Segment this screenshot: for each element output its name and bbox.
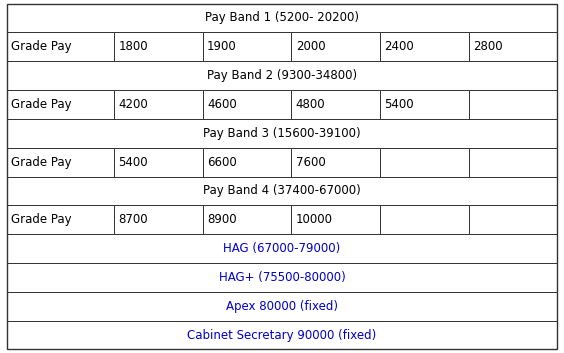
Bar [202, 205, 292, 234]
Text: 2800: 2800 [473, 40, 503, 53]
Bar [7, 90, 114, 119]
Bar [292, 148, 380, 176]
Bar [380, 90, 469, 119]
Text: Pay Band 3 (15600-39100): Pay Band 3 (15600-39100) [203, 127, 361, 140]
Bar [7, 119, 557, 148]
Bar [292, 32, 380, 61]
Bar [202, 32, 292, 61]
Bar [114, 90, 202, 119]
Bar [380, 32, 469, 61]
Bar [469, 90, 557, 119]
Bar [380, 205, 469, 234]
Text: 5400: 5400 [385, 98, 414, 111]
Text: Pay Band 4 (37400-67000): Pay Band 4 (37400-67000) [203, 184, 361, 197]
Bar [7, 4, 557, 32]
Text: 5400: 5400 [118, 156, 148, 169]
Bar [7, 148, 114, 176]
Text: 2400: 2400 [385, 40, 414, 53]
Text: HAG+ (75500-80000): HAG+ (75500-80000) [219, 271, 345, 284]
Text: HAG (67000-79000): HAG (67000-79000) [223, 242, 341, 255]
Text: 4600: 4600 [207, 98, 237, 111]
Text: 2000: 2000 [296, 40, 325, 53]
Bar [202, 90, 292, 119]
Text: Grade Pay: Grade Pay [11, 156, 72, 169]
Text: Grade Pay: Grade Pay [11, 40, 72, 53]
Bar [469, 148, 557, 176]
Text: 8900: 8900 [207, 213, 237, 226]
Text: 8700: 8700 [118, 213, 148, 226]
Text: Pay Band 2 (9300-34800): Pay Band 2 (9300-34800) [207, 69, 357, 82]
Bar [380, 148, 469, 176]
Bar [7, 205, 114, 234]
Bar [7, 176, 557, 205]
Bar [292, 205, 380, 234]
Text: 4200: 4200 [118, 98, 148, 111]
Bar [7, 61, 557, 90]
Bar [7, 32, 114, 61]
Bar [114, 32, 202, 61]
Text: Pay Band 1 (5200- 20200): Pay Band 1 (5200- 20200) [205, 11, 359, 24]
Text: 7600: 7600 [296, 156, 325, 169]
Bar [202, 148, 292, 176]
Bar [292, 90, 380, 119]
Text: Grade Pay: Grade Pay [11, 213, 72, 226]
Text: 1900: 1900 [207, 40, 237, 53]
Bar [469, 32, 557, 61]
Bar [469, 205, 557, 234]
Text: Grade Pay: Grade Pay [11, 98, 72, 111]
Bar [7, 321, 557, 349]
Text: 4800: 4800 [296, 98, 325, 111]
Text: Apex 80000 (fixed): Apex 80000 (fixed) [226, 300, 338, 313]
Text: 10000: 10000 [296, 213, 333, 226]
Bar [7, 234, 557, 263]
Text: Cabinet Secretary 90000 (fixed): Cabinet Secretary 90000 (fixed) [187, 329, 377, 342]
Bar [7, 263, 557, 292]
Bar [114, 148, 202, 176]
Bar [114, 205, 202, 234]
Text: 6600: 6600 [207, 156, 237, 169]
Text: 1800: 1800 [118, 40, 148, 53]
Bar [7, 292, 557, 321]
